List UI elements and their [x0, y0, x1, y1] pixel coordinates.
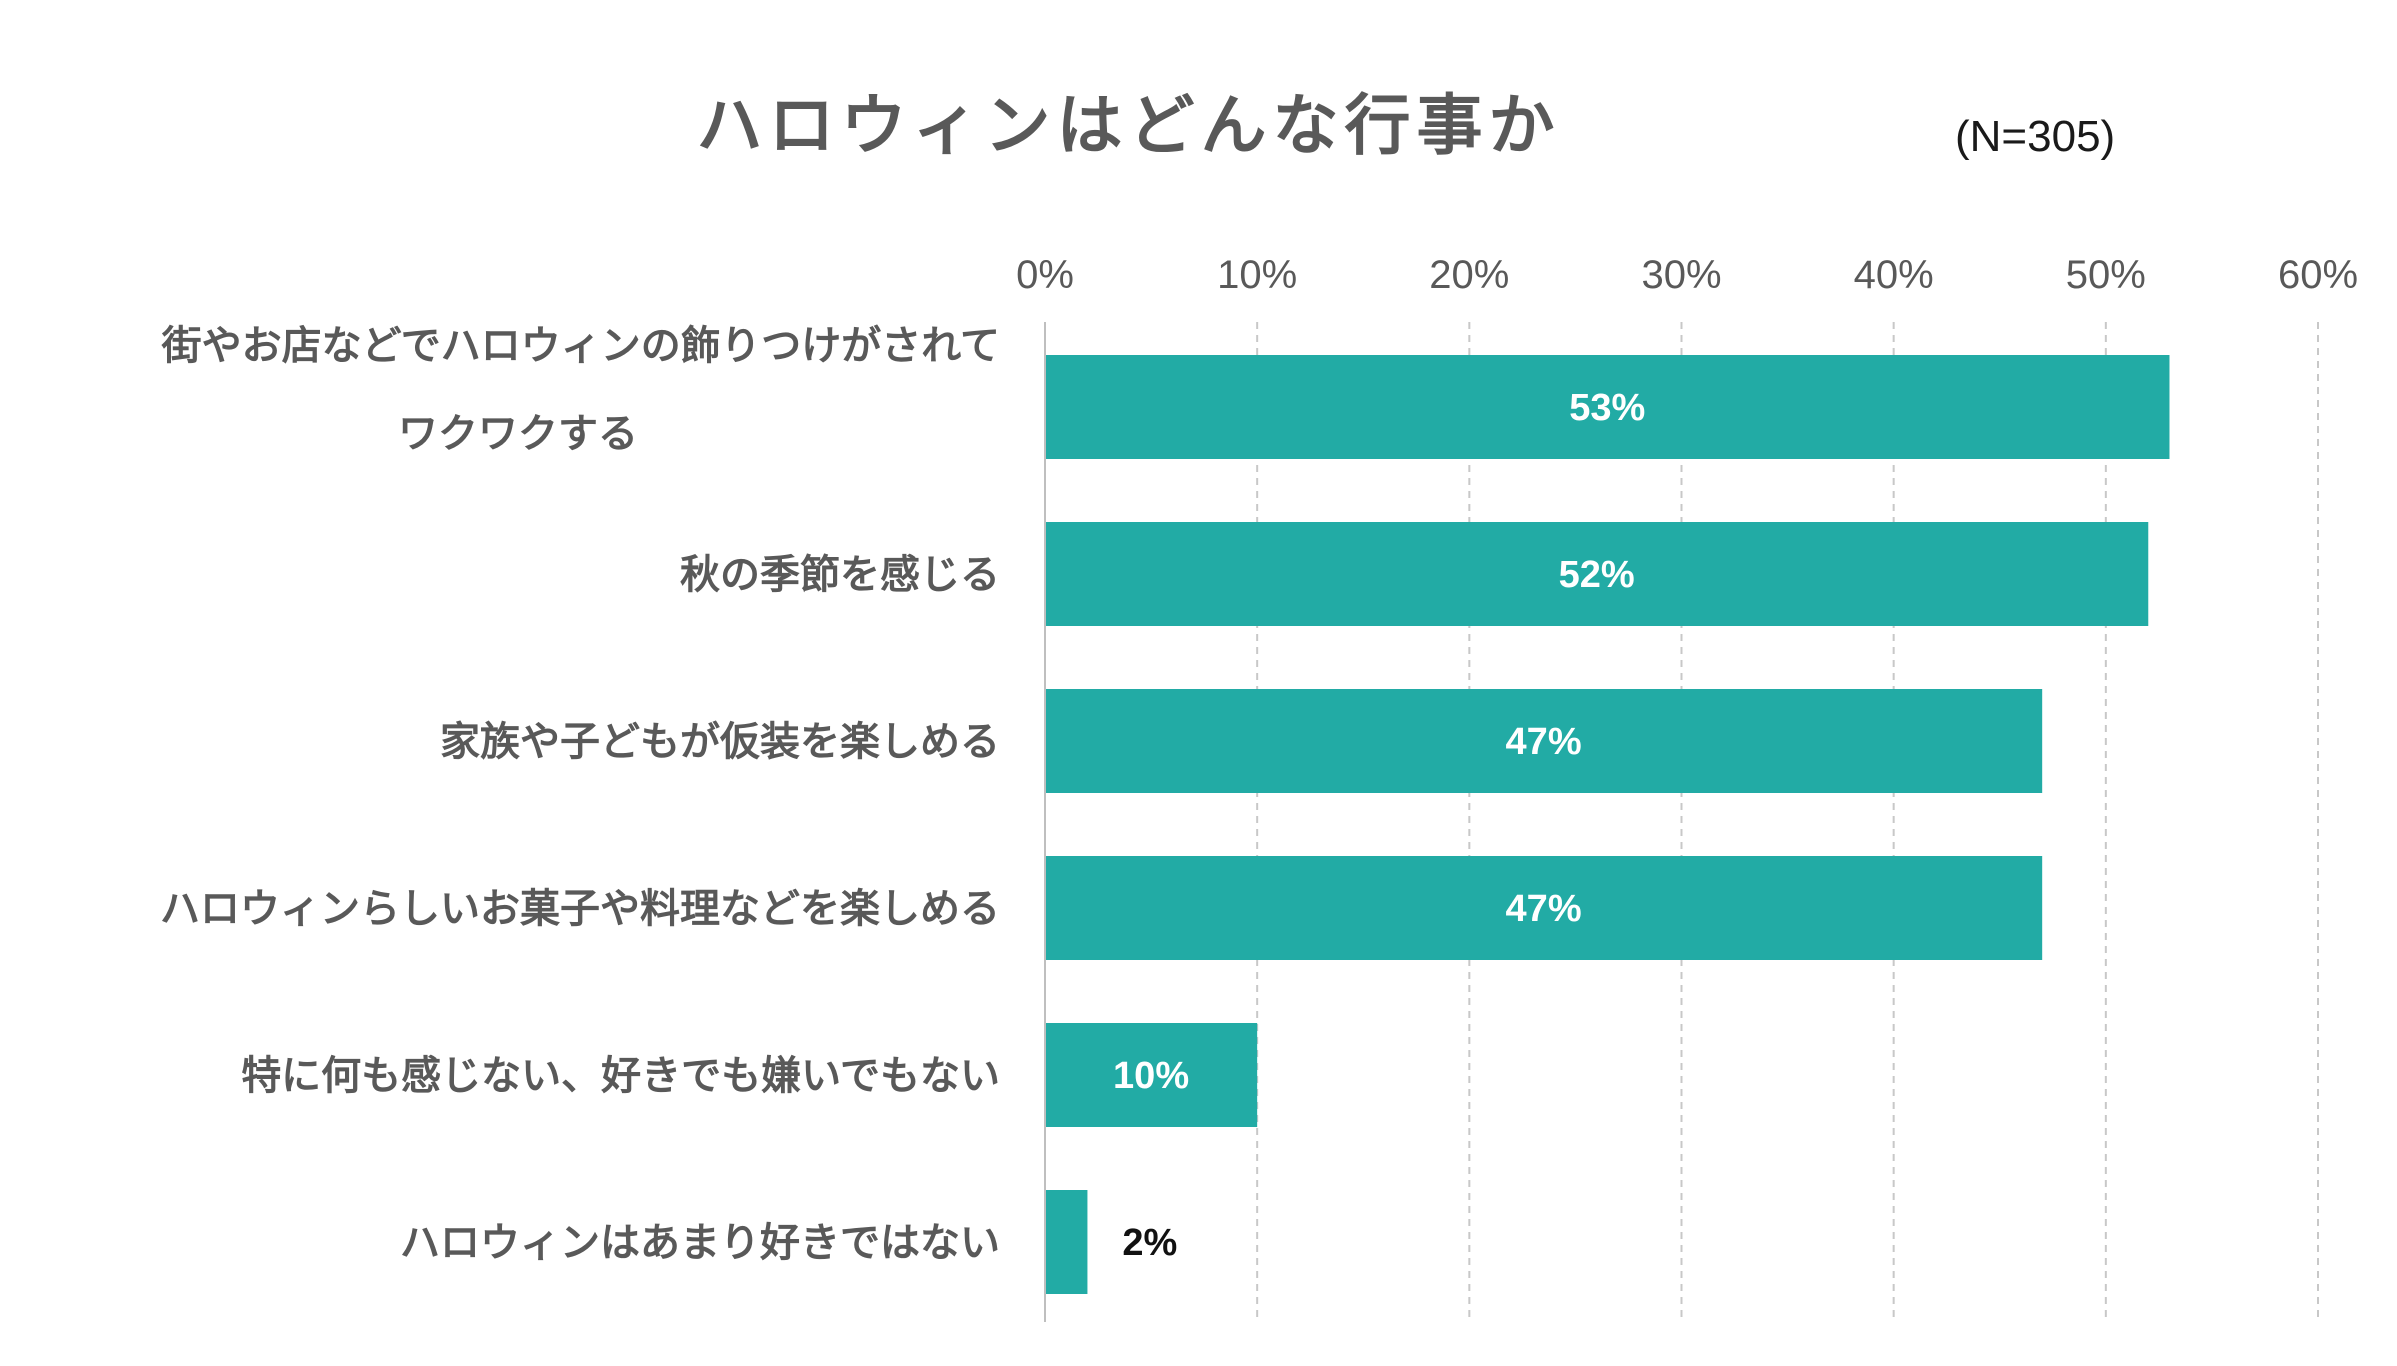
x-tick-label: 40% [1854, 253, 1934, 297]
category-label: ハロウィンらしいお菓子や料理などを楽しめる [160, 886, 1000, 932]
category-label: 街やお店などでハロウィンの飾りつけがされて [161, 323, 1000, 369]
bar [1046, 355, 2170, 459]
chart-title: ハロウィンはどんな行事か [696, 87, 1561, 164]
bar [1046, 856, 2043, 960]
x-tick-label: 20% [1429, 253, 1509, 297]
x-tick-label: 30% [1641, 253, 1721, 297]
x-tick-label: 60% [2278, 253, 2358, 297]
bar-value-label: 10% [1113, 1055, 1189, 1097]
bar-value-label: 47% [1506, 721, 1582, 763]
x-tick-label: 50% [2066, 253, 2146, 297]
x-tick-label: 0% [1016, 253, 1074, 297]
bar-value-label: 2% [1122, 1222, 1177, 1264]
category-label: ハロウィンはあまり好きではない [400, 1220, 1000, 1266]
bar-value-label: 53% [1569, 387, 1645, 429]
category-label: ワクワクする [398, 411, 638, 457]
bar-value-label: 52% [1559, 554, 1635, 596]
category-label: 特に何も感じない、好きでも嫌いでもない [241, 1053, 1000, 1099]
bar-value-label: 47% [1506, 888, 1582, 930]
bar [1046, 689, 2043, 793]
sample-size-note: (N=305) [1955, 112, 2116, 161]
x-tick-label: 10% [1217, 253, 1297, 297]
bar [1046, 522, 2149, 626]
bar [1046, 1023, 1258, 1127]
category-label: 秋の季節を感じる [680, 552, 1000, 598]
category-label: 家族や子どもが仮装を楽しめる [440, 719, 1000, 765]
bar [1046, 1190, 1088, 1294]
